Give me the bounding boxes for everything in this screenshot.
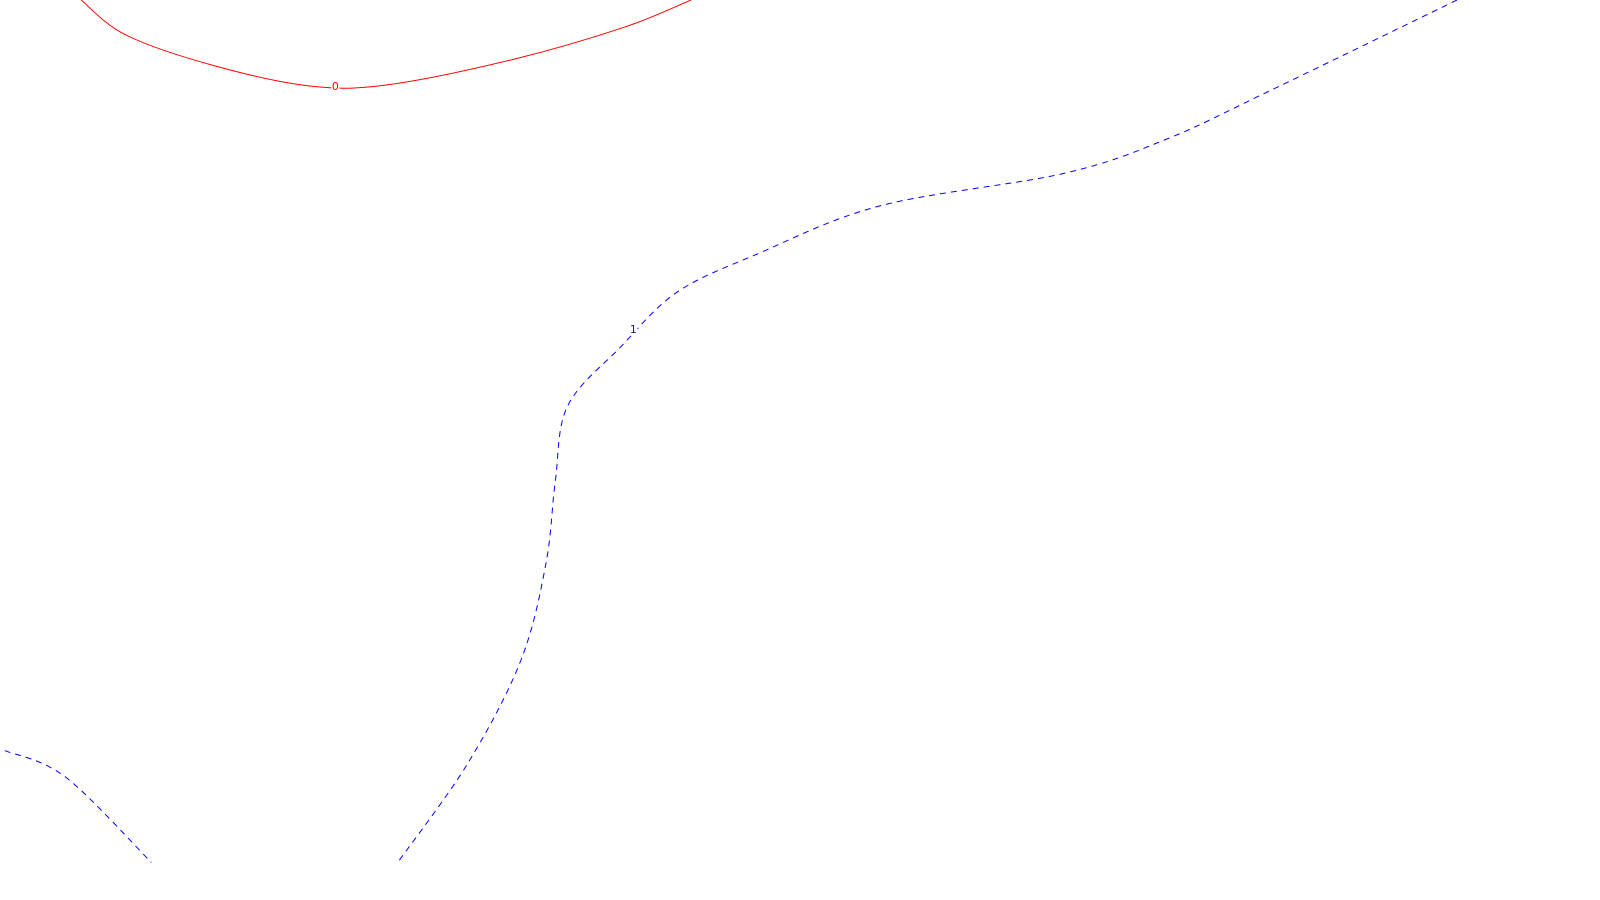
contour-label-level-0: 0	[332, 80, 339, 93]
contour-line-level-1-segment-2	[4, 750, 152, 863]
contour-line-level-1-segment-1	[397, 0, 1458, 863]
contour-label-level-1: 1	[630, 323, 637, 336]
contour-line-level-0-segment-1	[80, 0, 692, 89]
contour-label-background-0	[331, 79, 340, 92]
contour-lines	[4, 0, 1458, 863]
contour-labels: 01	[331, 79, 638, 336]
contour-label-background-1	[629, 322, 638, 335]
